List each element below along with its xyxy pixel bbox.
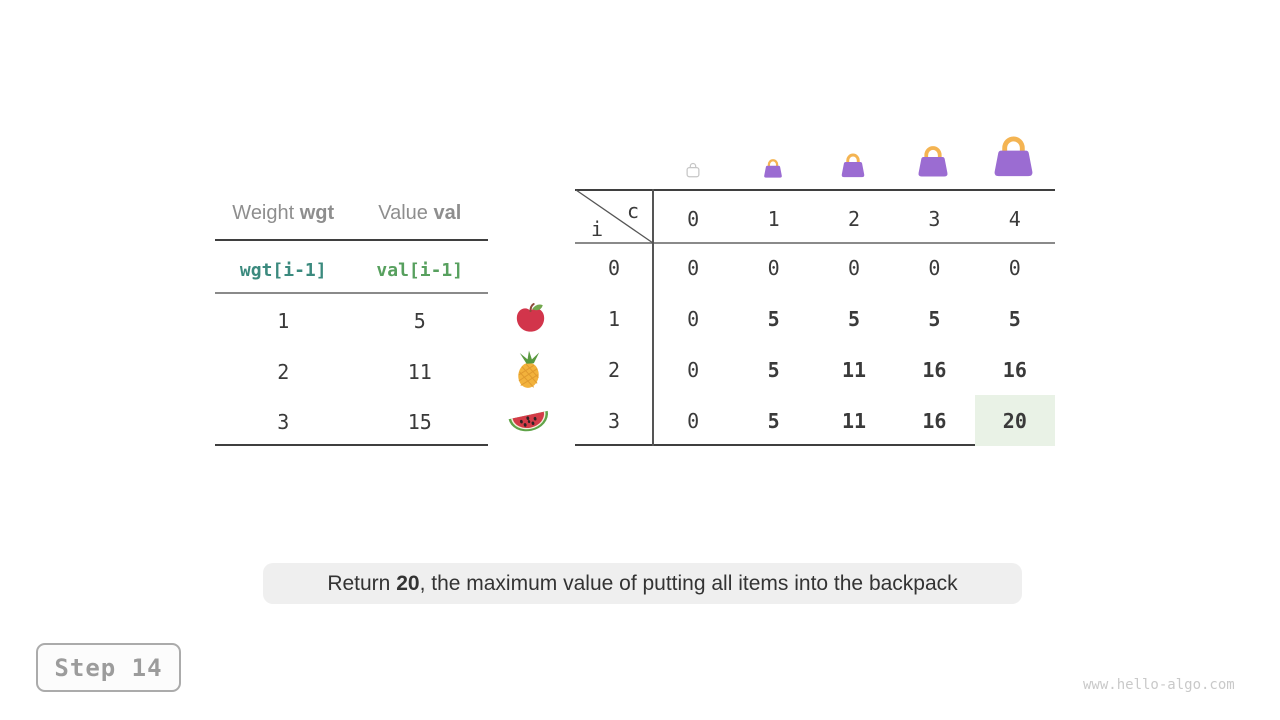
items-table-divider xyxy=(215,239,488,241)
dp-cell-3-3: 16 xyxy=(922,408,947,433)
empty-bag-icon xyxy=(685,161,701,178)
caption-suffix: , the maximum value of putting all items… xyxy=(419,571,958,595)
dp-cell-2-2: 11 xyxy=(841,357,867,382)
val-array-label: val[i-1] xyxy=(376,259,464,281)
bag-size-2-icon xyxy=(839,152,867,179)
dp-cell-2-0: 0 xyxy=(687,357,700,382)
dp-table-vertical-line xyxy=(652,189,654,446)
item-row-3: 3 15 xyxy=(215,397,488,447)
dp-cell-1-2: 5 xyxy=(847,307,861,332)
items-table-divider xyxy=(215,292,488,294)
dp-cell-2-4: 16 xyxy=(1002,357,1027,382)
dp-table-body: 0 0 0 0 0 0 1 0 5 5 5 5 2 0 5 11 16 16 3… xyxy=(575,243,1056,446)
items-table-bottom-line xyxy=(215,444,488,446)
dp-table-header-line xyxy=(575,242,1055,244)
dp-cell-0-2: 0 xyxy=(847,256,861,281)
items-table-header: Weight wgt Value val xyxy=(215,196,488,230)
item-3-value: 15 xyxy=(407,410,432,434)
dp-row-label-0: 0 xyxy=(607,256,621,281)
item-index-variable-label: i xyxy=(590,217,604,241)
dp-cell-1-3: 5 xyxy=(928,307,941,332)
dp-row-1: 1 0 5 5 5 5 xyxy=(575,294,1055,345)
item-1-value: 5 xyxy=(413,309,426,333)
dp-row-2: 2 0 5 11 16 16 xyxy=(575,345,1055,396)
dp-table-bottom-line xyxy=(575,444,1055,446)
item-1-weight: 1 xyxy=(277,309,290,333)
dp-col-header-0: 0 xyxy=(687,207,700,231)
dp-cell-2-3: 16 xyxy=(922,357,947,382)
dp-cell-2-1: 5 xyxy=(767,357,780,382)
dp-cell-1-4: 5 xyxy=(1008,307,1021,332)
dp-row-label-2: 2 xyxy=(607,357,621,382)
dp-cell-0-1: 0 xyxy=(767,256,780,281)
watermelon-icon xyxy=(506,401,552,437)
item-2-weight: 2 xyxy=(277,360,290,384)
dp-cell-0-0: 0 xyxy=(687,256,700,281)
dp-col-header-3: 3 xyxy=(928,207,941,231)
value-column-header: Value val xyxy=(378,201,462,224)
dp-table-top-line xyxy=(575,189,1055,191)
watermark: www.hello-algo.com xyxy=(1083,677,1235,693)
dp-cell-0-4: 0 xyxy=(1008,256,1021,281)
item-2-value: 11 xyxy=(407,360,432,384)
step-badge: Step 14 xyxy=(36,643,181,692)
result-caption: Return 20, the maximum value of putting … xyxy=(263,563,1022,604)
dp-col-header-4: 4 xyxy=(1008,207,1021,231)
caption-result-value: 20 xyxy=(396,571,420,595)
bag-size-3-icon xyxy=(915,144,951,179)
dp-cell-0-3: 0 xyxy=(928,256,941,281)
dp-cell-3-1: 5 xyxy=(767,408,780,433)
item-row-2: 2 11 xyxy=(215,347,488,397)
item-row-1: 1 5 xyxy=(215,296,488,346)
bag-size-1-icon xyxy=(762,158,784,179)
capacity-variable-label: c xyxy=(626,199,640,223)
dp-row-3: 3 0 5 11 16 20 xyxy=(575,395,1056,446)
apple-icon xyxy=(515,302,546,333)
dp-row-label-1: 1 xyxy=(607,307,621,332)
dp-col-header-2: 2 xyxy=(847,207,861,231)
dp-cell-3-2: 11 xyxy=(841,408,867,433)
pineapple-icon xyxy=(513,350,544,389)
bag-size-4-icon xyxy=(990,134,1037,179)
dp-cell-1-0: 0 xyxy=(687,307,700,332)
wgt-array-label: wgt[i-1] xyxy=(239,259,327,281)
dp-col-header-1: 1 xyxy=(767,207,780,231)
caption-prefix: Return xyxy=(327,571,397,595)
dp-corner-diagonal xyxy=(575,189,653,243)
items-table-subheader: wgt[i-1] val[i-1] xyxy=(215,250,488,290)
item-3-weight: 3 xyxy=(277,410,290,434)
dp-column-headers: 0 1 2 3 4 xyxy=(653,203,1055,235)
weight-column-header: Weight wgt xyxy=(232,201,335,224)
dp-cell-1-1: 5 xyxy=(767,307,780,332)
dp-row-label-3: 3 xyxy=(607,408,621,433)
dp-cell-3-0: 0 xyxy=(687,408,700,433)
dp-cell-3-4-highlighted: 20 xyxy=(974,395,1056,446)
dp-row-0: 0 0 0 0 0 0 xyxy=(575,243,1055,294)
